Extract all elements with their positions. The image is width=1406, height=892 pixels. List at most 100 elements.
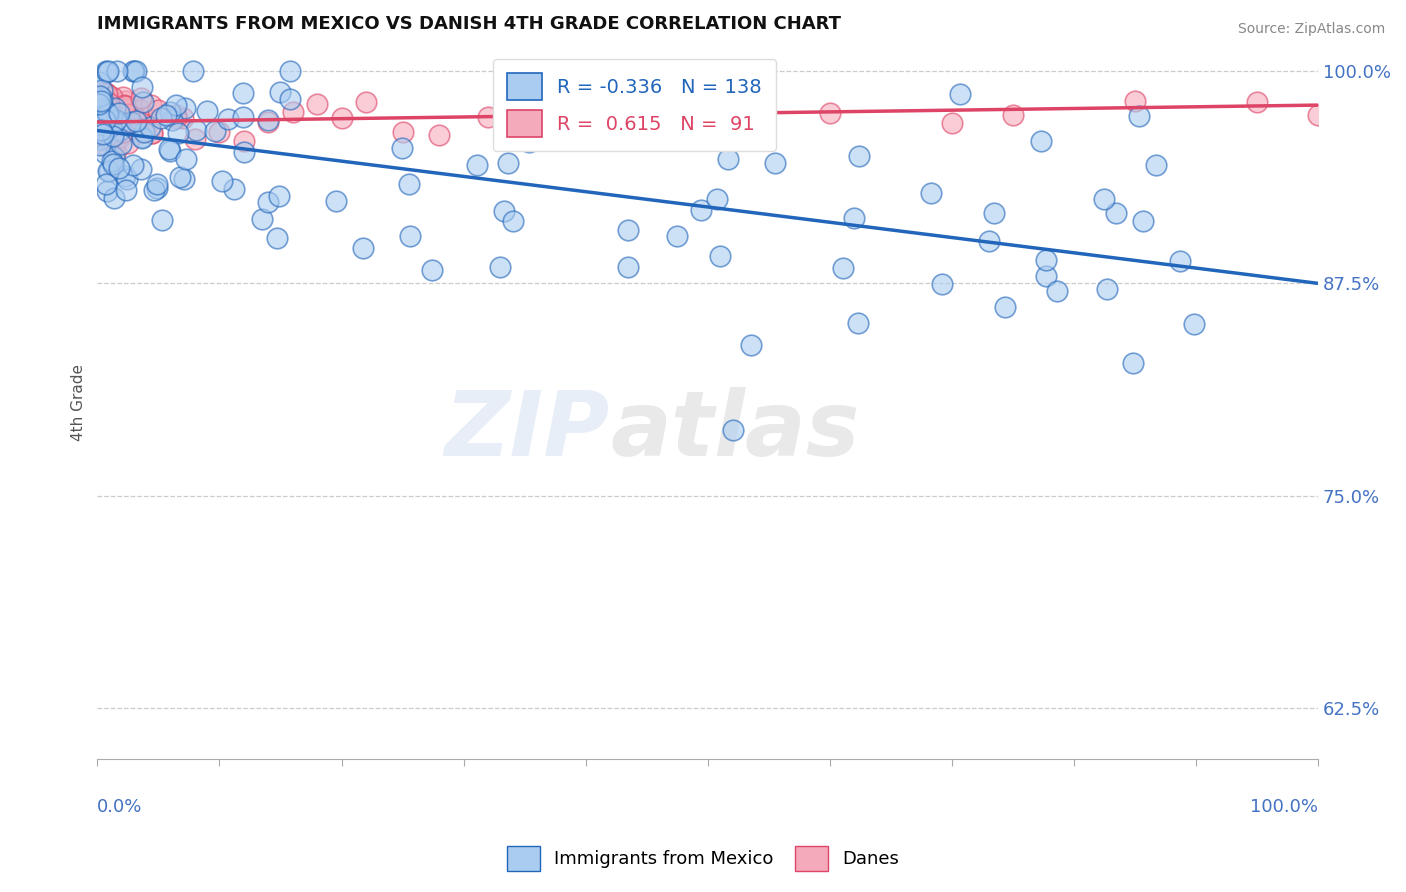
Point [122, 64, 145, 78]
Point [420, 263, 443, 277]
Point [93, 95, 115, 110]
Text: ZIP: ZIP [444, 387, 610, 475]
Point [983, 205, 1005, 219]
Text: 100.0%: 100.0% [1250, 798, 1319, 816]
Text: atlas: atlas [610, 387, 859, 475]
Point [150, 111, 173, 125]
Point [104, 114, 127, 128]
Point [87, 117, 110, 131]
Point [97, 164, 120, 178]
Point [502, 213, 524, 227]
Point [111, 89, 134, 103]
Point [257, 113, 280, 128]
Point [110, 115, 132, 129]
Point [89, 113, 111, 128]
Point [398, 177, 420, 191]
Point [87, 115, 110, 129]
Point [706, 192, 728, 206]
Point [111, 112, 134, 126]
Point [165, 108, 187, 122]
Point [94, 138, 117, 153]
Point [97, 96, 120, 111]
Point [184, 123, 207, 137]
Point [1092, 192, 1115, 206]
Point [108, 123, 131, 137]
Point [89, 132, 111, 146]
Point [1035, 268, 1057, 283]
Point [98, 108, 121, 122]
Text: Source: ZipAtlas.com: Source: ZipAtlas.com [1237, 22, 1385, 37]
Point [1122, 356, 1144, 370]
Point [132, 95, 155, 109]
Point [93, 128, 115, 142]
Point [977, 235, 1000, 249]
Point [104, 113, 127, 128]
Point [211, 174, 233, 188]
Point [173, 101, 195, 115]
Point [97, 99, 120, 113]
Point [93, 102, 115, 116]
Point [118, 108, 141, 122]
Point [93, 113, 115, 128]
Point [132, 125, 155, 139]
Point [103, 192, 125, 206]
Point [1095, 282, 1118, 296]
Point [114, 183, 136, 197]
Point [232, 111, 254, 125]
Point [117, 136, 139, 150]
Point [269, 188, 291, 202]
Point [112, 98, 135, 112]
Point [740, 338, 762, 352]
Point [167, 126, 190, 140]
Point [87, 126, 110, 140]
Point [114, 169, 136, 183]
Point [920, 186, 942, 201]
Point [496, 156, 519, 170]
Point [94, 130, 117, 145]
Point [87, 106, 110, 120]
Point [101, 114, 124, 128]
Point [131, 130, 153, 145]
Point [1128, 109, 1150, 123]
Point [127, 121, 149, 136]
Point [232, 87, 254, 101]
Point [96, 86, 118, 100]
Point [94, 112, 117, 127]
Point [427, 128, 450, 142]
Point [165, 111, 187, 125]
Point [489, 260, 512, 274]
Legend: Immigrants from Mexico, Danes: Immigrants from Mexico, Danes [501, 838, 905, 879]
Point [91, 91, 114, 105]
Point [129, 91, 152, 105]
Point [173, 172, 195, 186]
Point [763, 155, 786, 169]
Point [398, 229, 420, 244]
Point [96, 126, 118, 140]
Point [115, 123, 138, 137]
Point [128, 102, 150, 116]
Point [166, 98, 188, 112]
Text: IMMIGRANTS FROM MEXICO VS DANISH 4TH GRADE CORRELATION CHART: IMMIGRANTS FROM MEXICO VS DANISH 4TH GRA… [97, 15, 841, 33]
Point [135, 110, 157, 124]
Point [232, 134, 254, 148]
Point [307, 96, 329, 111]
Point [90, 83, 112, 97]
Point [97, 64, 120, 78]
Point [162, 112, 184, 127]
Point [717, 152, 740, 166]
Point [172, 111, 194, 125]
Point [1144, 158, 1167, 172]
Point [266, 231, 288, 245]
Point [157, 142, 180, 156]
Point [115, 172, 138, 186]
Point [129, 126, 152, 140]
Point [101, 154, 124, 169]
Point [131, 130, 153, 145]
Point [517, 135, 540, 149]
Point [709, 248, 731, 262]
Point [721, 128, 744, 142]
Point [89, 96, 111, 111]
Point [1031, 134, 1053, 148]
Point [141, 126, 163, 140]
Point [1308, 108, 1330, 122]
